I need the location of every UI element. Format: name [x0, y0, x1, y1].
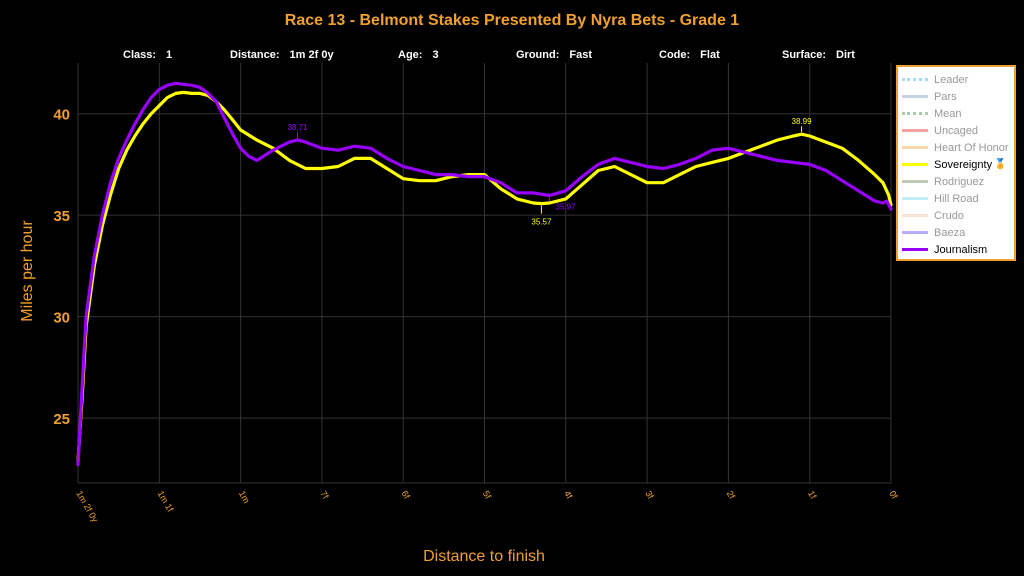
legend-label: Crudo: [934, 209, 964, 222]
legend-item-journalism[interactable]: Journalism: [902, 241, 1014, 258]
y-tick-label: 30: [53, 310, 70, 327]
surface-value: Dirt: [836, 49, 855, 61]
surface-key: Surface:: [782, 49, 827, 61]
race-info-bar: Class: 1 Distance: 1m 2f 0y Age: 3 Ground: F…: [0, 49, 1024, 65]
legend-label: Pars: [934, 90, 957, 103]
age-key: Age:: [398, 49, 423, 61]
legend-swatch: [902, 146, 928, 149]
code-value: Flat: [700, 49, 720, 61]
chart-title: Race 13 - Belmont Stakes Presented By Ny…: [284, 12, 740, 29]
y-axis-label: Miles per hour: [19, 220, 36, 322]
x-tick-label: 1m 2f 0y: [74, 489, 100, 524]
legend-swatch: [902, 112, 928, 115]
ground-key: Ground:: [516, 49, 560, 61]
legend: Leader Pars Mean Uncaged Heart Of Honor …: [896, 65, 1016, 261]
code-key: Code:: [659, 49, 691, 61]
legend-item-mean[interactable]: Mean: [902, 105, 1014, 122]
legend-label: Mean: [934, 107, 962, 120]
y-tick-label: 40: [53, 107, 70, 124]
annotation-label: 38.71: [287, 123, 308, 132]
legend-swatch: [902, 197, 928, 200]
class-key: Class:: [123, 49, 157, 61]
series-line-journalism: [76, 81, 893, 467]
ground-value: Fast: [569, 49, 593, 61]
medal-icon: 🏅: [994, 159, 1007, 170]
legend-swatch: [902, 231, 928, 234]
age-value: 3: [432, 49, 439, 61]
annotation-label: 35.97: [556, 202, 577, 211]
legend-label: Rodriguez: [934, 175, 985, 188]
legend-swatch: [902, 95, 928, 98]
x-tick-label: 4f: [562, 489, 575, 501]
legend-label: Journalism: [934, 243, 988, 256]
legend-item-uncaged[interactable]: Uncaged: [902, 122, 1014, 139]
x-tick-label: 1m: [237, 489, 252, 505]
legend-item-heart-of-honor[interactable]: Heart Of Honor: [902, 139, 1014, 156]
surface-info: Surface: Dirt: [782, 49, 855, 61]
legend-item-rodriguez[interactable]: Rodriguez: [902, 173, 1014, 190]
legend-swatch: [902, 248, 928, 251]
x-tick-label: 2f: [725, 489, 738, 501]
series-line-sovereignty: [76, 90, 893, 463]
x-tick-label: 0f: [887, 489, 900, 501]
legend-swatch: [902, 214, 928, 217]
class-value: 1: [166, 49, 173, 61]
x-tick-label: 7f: [318, 489, 331, 501]
legend-item-pars[interactable]: Pars: [902, 88, 1014, 105]
annotation-label: 35.57: [531, 218, 552, 227]
legend-label: Baeza: [934, 226, 966, 239]
annotation-label: 38.99: [792, 117, 813, 126]
ground-info: Ground: Fast: [516, 49, 592, 61]
age-info: Age: 3: [398, 49, 439, 61]
legend-item-crudo[interactable]: Crudo: [902, 207, 1014, 224]
legend-label: Sovereignty: [934, 158, 993, 171]
x-tick-label: 6f: [399, 489, 412, 501]
code-info: Code: Flat: [659, 49, 720, 61]
legend-item-leader[interactable]: Leader: [902, 71, 1014, 88]
legend-swatch: [902, 129, 928, 132]
y-tick-label: 35: [53, 208, 70, 225]
legend-label: Uncaged: [934, 124, 979, 137]
x-tick-label: 1m 1f: [156, 489, 176, 514]
legend-item-sovereignty[interactable]: Sovereignty 🏅: [902, 156, 1014, 173]
legend-swatch: [902, 78, 928, 81]
x-tick-label: 5f: [481, 489, 494, 501]
y-tick-label: 25: [53, 411, 70, 428]
x-tick-label: 1f: [806, 489, 819, 501]
distance-info: Distance: 1m 2f 0y: [230, 49, 334, 61]
legend-item-hill-road[interactable]: Hill Road: [902, 190, 1014, 207]
distance-key: Distance:: [230, 49, 280, 61]
legend-label: Hill Road: [934, 192, 979, 205]
legend-item-baeza[interactable]: Baeza: [902, 224, 1014, 241]
class-info: Class: 1: [123, 49, 172, 61]
legend-label: Heart Of Honor: [934, 141, 1009, 154]
legend-swatch: [902, 163, 928, 166]
x-tick-label: 3f: [643, 489, 656, 501]
legend-label: Leader: [934, 73, 969, 86]
legend-swatch: [902, 180, 928, 183]
x-axis-label: Distance to finish: [423, 548, 545, 565]
distance-value: 1m 2f 0y: [289, 49, 334, 61]
